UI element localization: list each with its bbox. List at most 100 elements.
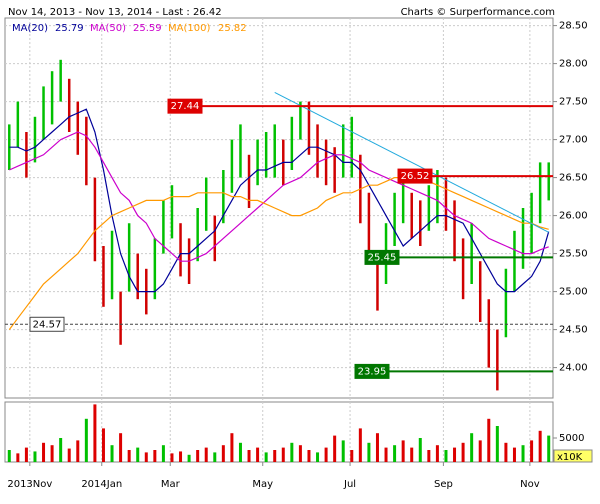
volume-bar — [213, 452, 217, 462]
volume-bar — [24, 447, 28, 462]
volume-bar — [470, 433, 474, 462]
x-tick-label: Mar — [161, 479, 181, 490]
y-tick-label: 26.50 — [559, 173, 588, 184]
trend-line — [274, 92, 549, 233]
volume-bar — [127, 450, 131, 462]
volume-bar — [487, 418, 491, 462]
volume-bar — [230, 433, 234, 462]
volume-bar — [290, 442, 294, 462]
level-label: 23.95 — [358, 366, 387, 377]
legend-name: MA(20) — [12, 23, 48, 34]
volume-bar — [358, 428, 362, 462]
y-tick-label: 25.00 — [559, 287, 588, 298]
volume-bar — [264, 452, 268, 462]
x-tick-label: Jul — [343, 479, 356, 490]
volume-bar — [196, 450, 200, 462]
ma-line — [8, 177, 549, 330]
volume-bar — [59, 438, 63, 462]
volume-bar — [179, 451, 183, 462]
x-tick-label: May — [252, 479, 273, 490]
volume-bar — [256, 447, 260, 462]
volume-bar — [435, 445, 439, 462]
volume-bar — [504, 442, 508, 462]
legend-value: 25.79 — [55, 23, 84, 34]
unit-label: x10K — [557, 452, 583, 463]
level-box — [364, 249, 400, 265]
volume-bar — [367, 442, 371, 462]
volume-bar — [410, 447, 414, 462]
legend-value: 25.59 — [133, 23, 162, 34]
level-box — [397, 168, 433, 184]
volume-bar — [521, 445, 525, 462]
volume-bar — [375, 433, 379, 462]
x-tick-label: Nov — [520, 479, 540, 490]
y-tick-label: 24.50 — [559, 325, 588, 336]
volume-bar — [101, 428, 105, 462]
volume-bar — [384, 447, 388, 462]
x-tick-label: 2013Nov — [7, 479, 52, 490]
volume-bar — [538, 430, 542, 462]
volume-bar — [221, 445, 225, 462]
volume-bar — [161, 445, 165, 462]
volume-bar — [136, 447, 140, 462]
volume-bar — [512, 447, 516, 462]
x-tick-label: 2014Jan — [81, 479, 122, 490]
volume-bar — [530, 440, 534, 462]
unit-box — [553, 449, 593, 463]
level-label: 25.45 — [368, 252, 397, 263]
volume-bar — [119, 433, 123, 462]
level-label: 26.52 — [401, 171, 430, 182]
legend-value: 25.82 — [218, 23, 247, 34]
volume-bar — [341, 440, 345, 462]
y-tick-label: 26.00 — [559, 211, 588, 222]
volume-bar — [307, 450, 311, 462]
volume-bar — [238, 442, 242, 462]
volume-bar — [281, 447, 285, 462]
y-tick-label: 28.00 — [559, 59, 588, 70]
y-tick-label: 27.00 — [559, 135, 588, 146]
volume-bar — [333, 435, 337, 462]
volume-bar — [418, 438, 422, 462]
y-tick-label: 5000 — [559, 433, 584, 444]
volume-bar — [298, 445, 302, 462]
y-tick-label: 25.50 — [559, 249, 588, 260]
level-box — [354, 363, 390, 379]
legend-name: MA(50) — [90, 23, 126, 34]
volume-bar — [153, 450, 157, 462]
volume-bar — [350, 450, 354, 462]
legend-name: MA(100) — [168, 23, 210, 34]
chart-title: Nov 14, 2013 - Nov 13, 2014 - Last : 26.… — [8, 7, 222, 18]
volume-bar — [393, 445, 397, 462]
x-tick-label: Sep — [434, 479, 453, 490]
volume-bar — [547, 435, 551, 462]
level-box — [29, 316, 65, 332]
volume-bar — [110, 445, 114, 462]
y-tick-label: 27.50 — [559, 97, 588, 108]
y-tick-label: 28.50 — [559, 21, 588, 32]
volume-bar — [144, 452, 148, 462]
volume-bar — [67, 448, 71, 462]
volume-bar — [495, 426, 499, 462]
y-tick-label: 24.00 — [559, 363, 588, 374]
volume-bar — [324, 447, 328, 462]
volume-bar — [247, 450, 251, 462]
volume-bar — [427, 450, 431, 462]
volume-bar — [453, 447, 457, 462]
volume-bar — [273, 450, 277, 462]
volume-bar — [76, 440, 80, 462]
ma-line — [9, 131, 549, 262]
level-box — [167, 98, 203, 114]
volume-bar — [170, 453, 174, 462]
volume-bar — [84, 418, 88, 462]
volume-bar — [461, 442, 465, 462]
price-panel — [4, 17, 554, 399]
volume-bar — [316, 452, 320, 462]
volume-bar — [93, 404, 97, 462]
volume-panel — [4, 401, 554, 463]
level-label: 24.57 — [33, 319, 62, 330]
volume-bar — [7, 450, 11, 462]
source: Charts © Surperformance.com — [401, 7, 555, 18]
volume-bar — [444, 450, 448, 462]
